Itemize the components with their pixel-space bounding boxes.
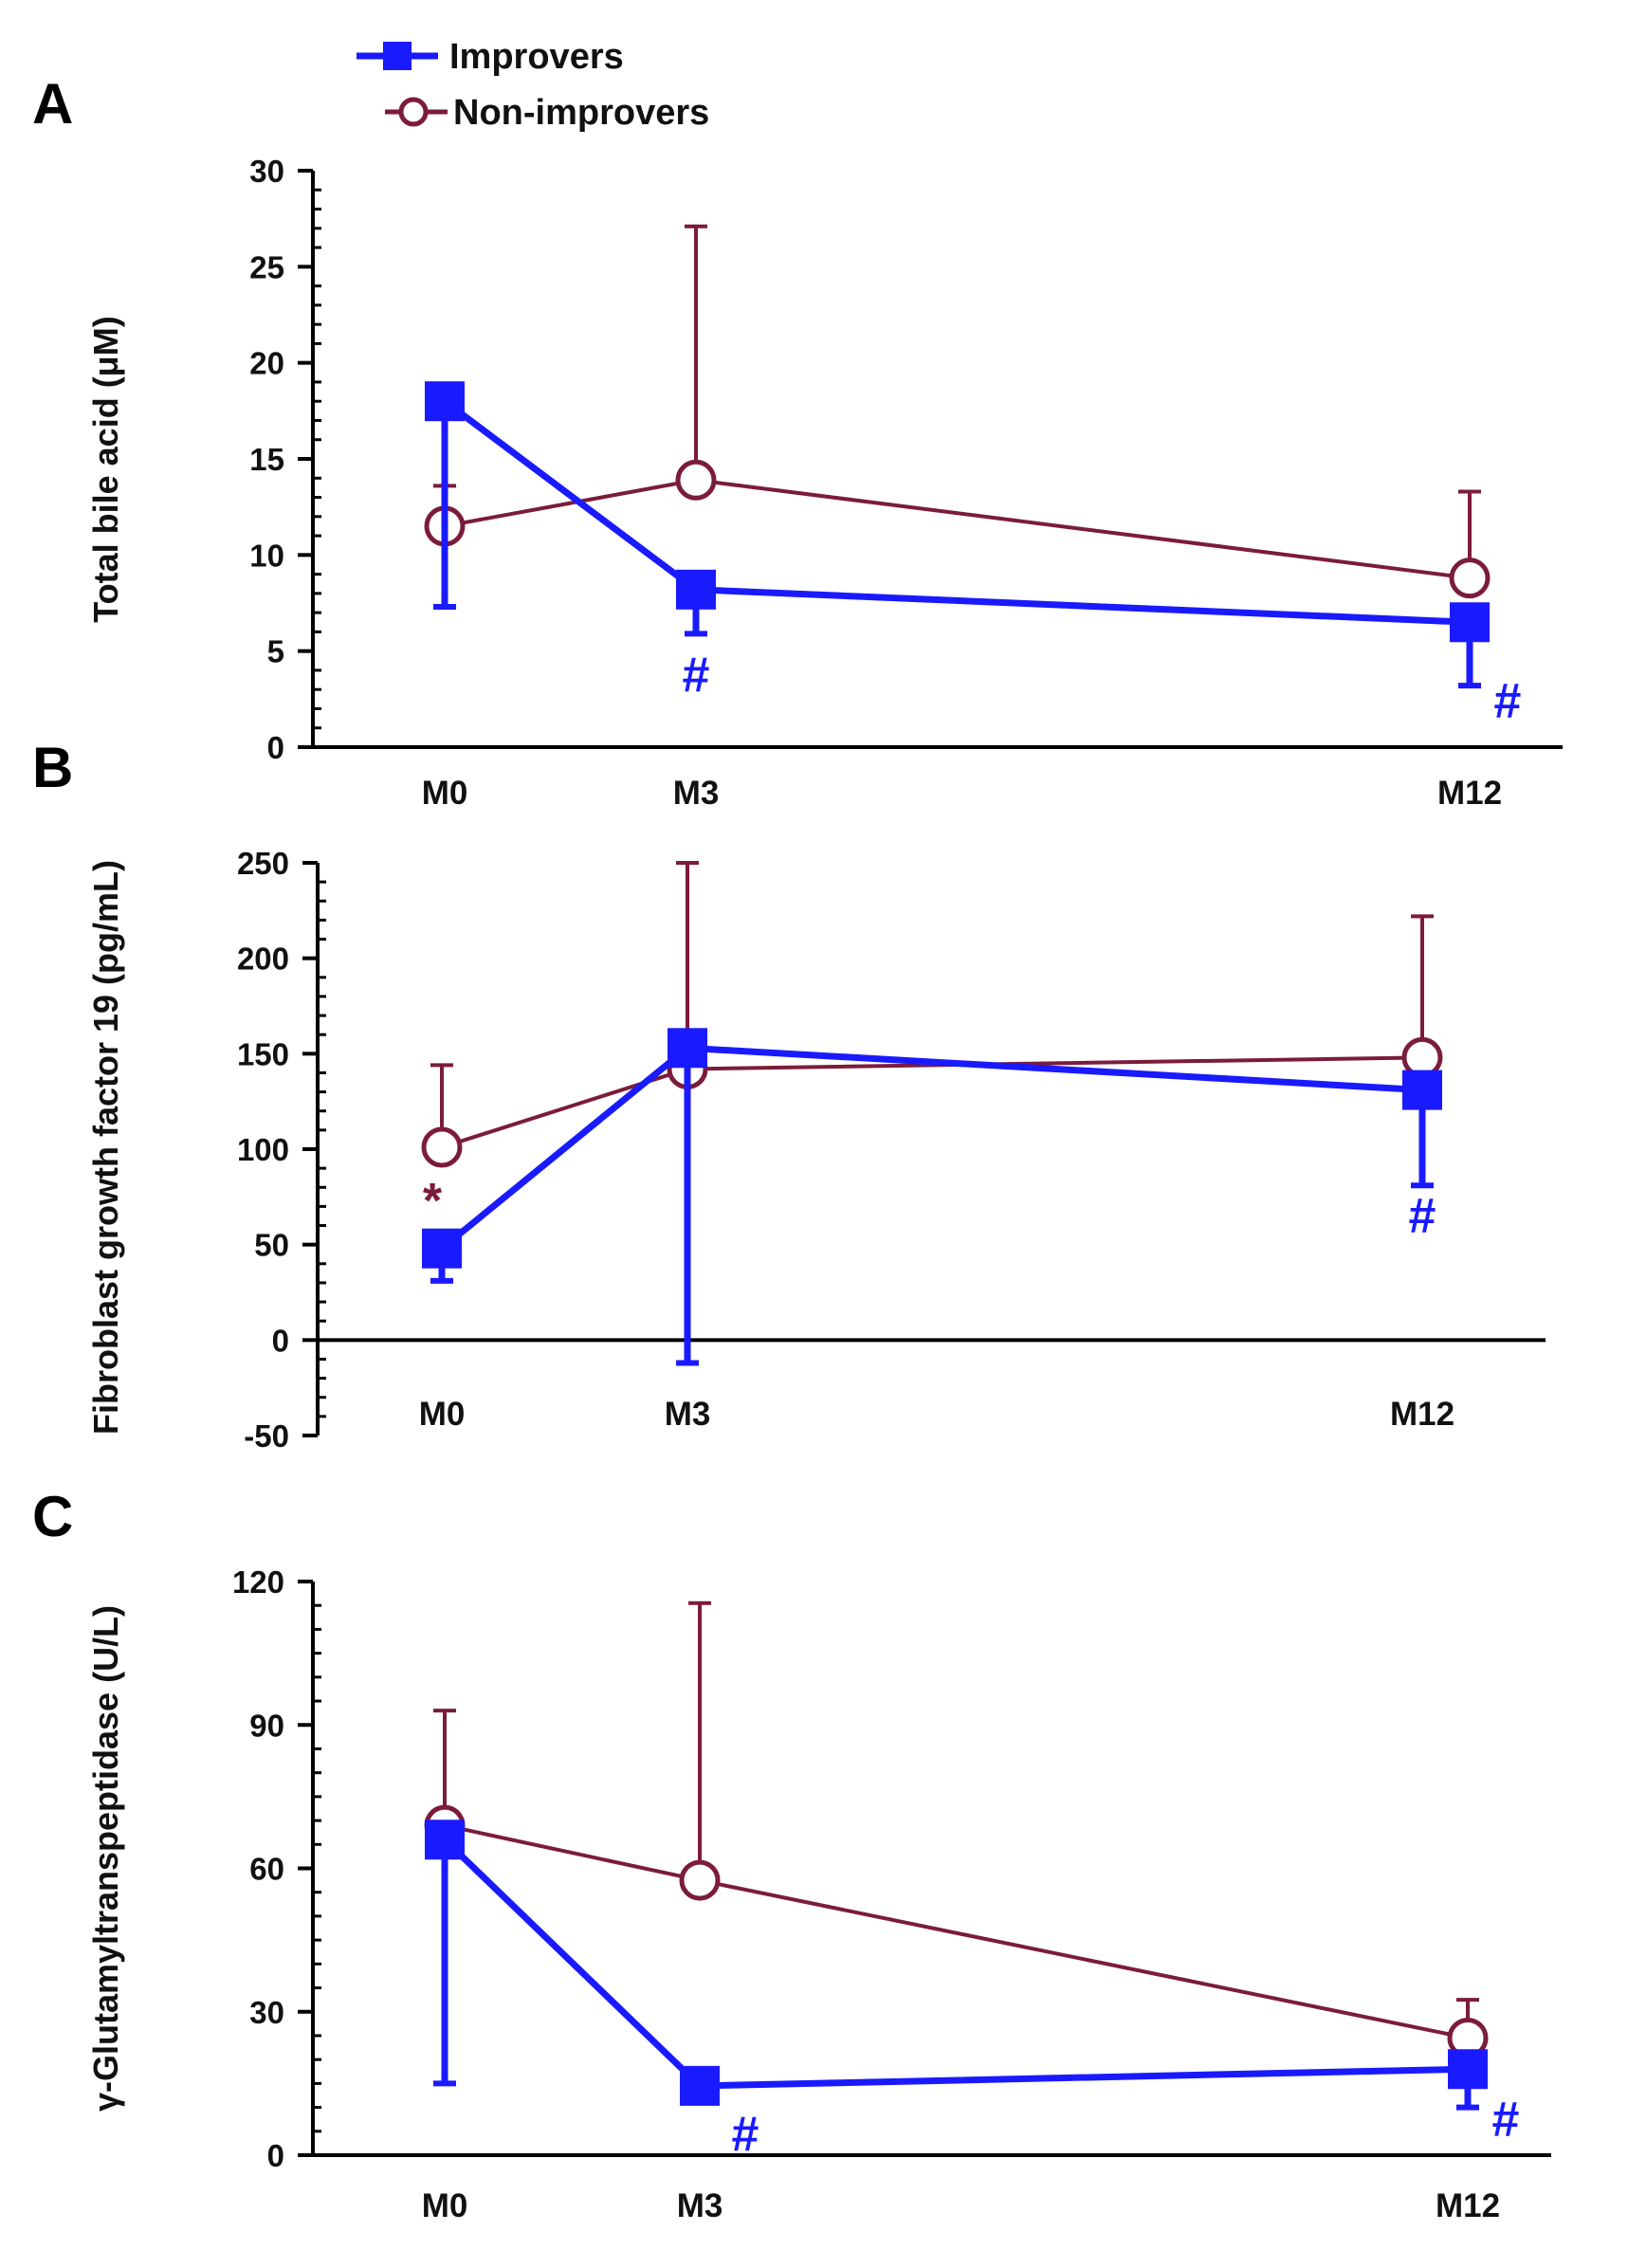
y-tick-label: 20 xyxy=(249,346,284,381)
y-tick-label: 0 xyxy=(267,730,284,765)
marker-non-improvers xyxy=(1449,558,1491,599)
legend-improvers-marker xyxy=(383,42,412,70)
series-improvers xyxy=(425,381,1490,689)
series-non-improvers xyxy=(424,1600,1489,2058)
series-improvers xyxy=(422,1028,1442,1366)
panel-c-y-axis-title: γ-Glutamyltranspeptidase (U/L) xyxy=(86,1605,125,2112)
x-tick-label-m3: M3 xyxy=(665,1396,711,1433)
x-tick-label-m0: M0 xyxy=(419,1396,466,1433)
series-non-improvers xyxy=(421,861,1443,1168)
legend-non-improvers-label: Non-improvers xyxy=(453,93,709,133)
marker-improvers xyxy=(676,569,716,610)
panel-a-total-bile-acid: Total bile acid (μM) 0 5 10 15 20 25 30 M0 M3 M12… xyxy=(86,154,1563,812)
marker-non-improvers xyxy=(679,1859,721,1901)
line-improvers xyxy=(442,1837,1469,2090)
series-improvers xyxy=(425,1820,1488,2111)
y-tick-label: 0 xyxy=(272,1323,289,1358)
x-tick-label-m0: M0 xyxy=(422,775,468,812)
x-tick-label-m12: M12 xyxy=(1390,1396,1454,1433)
annotation-hash: # xyxy=(1494,673,1522,728)
marker-improvers xyxy=(1402,1070,1442,1110)
marker-improvers xyxy=(425,381,465,422)
marker-improvers xyxy=(425,1820,465,1860)
panel-b-fgf19: Fibroblast growth factor 19 (pg/mL) -50 0… xyxy=(86,846,1546,1454)
y-tick-label: 25 xyxy=(249,249,284,284)
annotation-hash: # xyxy=(732,2107,759,2162)
marker-improvers xyxy=(668,1028,707,1069)
panel-letter-a: A xyxy=(32,72,73,136)
y-tick-label: 50 xyxy=(254,1228,289,1263)
annotation-asterisk: * xyxy=(423,1174,443,1229)
legend-improvers-label: Improvers xyxy=(449,37,624,77)
x-tick-label-m0: M0 xyxy=(422,2187,468,2224)
line-improvers xyxy=(439,1044,1423,1252)
marker-improvers xyxy=(680,2065,720,2106)
panel-letter-c: C xyxy=(32,1485,73,1548)
series-non-improvers xyxy=(424,224,1491,599)
y-tick-label: 250 xyxy=(237,846,289,881)
line-non-improvers xyxy=(444,478,1471,580)
x-tick-label-m12: M12 xyxy=(1437,775,1502,812)
line-non-improvers xyxy=(441,1055,1423,1149)
x-tick-label-m12: M12 xyxy=(1436,2187,1500,2224)
y-tick-label: 150 xyxy=(237,1036,289,1071)
y-tick-label: 200 xyxy=(237,942,289,977)
y-tick-label: -50 xyxy=(244,1418,289,1454)
x-tick-label-m3: M3 xyxy=(677,2187,723,2224)
y-tick-label: 5 xyxy=(267,634,284,669)
y-tick-label: 30 xyxy=(249,1995,284,2030)
marker-improvers xyxy=(1450,602,1490,643)
panel-c-ggt: γ-Glutamyltranspeptidase (U/L) 0 30 60 90 12… xyxy=(86,1564,1551,2224)
annotation-hash: # xyxy=(1409,1189,1436,1244)
y-tick-label: 90 xyxy=(249,1708,284,1743)
y-tick-label: 0 xyxy=(267,2138,284,2173)
panel-b-y-axis-title: Fibroblast growth factor 19 (pg/mL) xyxy=(86,860,125,1435)
legend: Improvers Non-improvers xyxy=(357,37,709,133)
marker-non-improvers xyxy=(675,459,717,501)
panel-letter-b: B xyxy=(32,736,73,799)
legend-non-improvers-marker xyxy=(398,97,429,127)
y-tick-label: 60 xyxy=(249,1852,284,1887)
y-tick-label: 100 xyxy=(237,1132,289,1167)
y-tick-label: 10 xyxy=(249,538,284,573)
marker-non-improvers xyxy=(421,1126,463,1168)
line-non-improvers xyxy=(444,1823,1469,2040)
x-tick-label-m3: M3 xyxy=(673,775,720,812)
y-tick-label: 15 xyxy=(249,442,284,477)
annotation-hash: # xyxy=(1492,2092,1520,2147)
annotation-hash: # xyxy=(683,648,710,703)
panel-a-y-axis-title: Total bile acid (μM) xyxy=(86,316,125,622)
y-tick-label: 120 xyxy=(232,1564,284,1600)
marker-improvers xyxy=(1448,2049,1488,2090)
y-tick-label: 30 xyxy=(249,154,284,189)
marker-improvers xyxy=(422,1228,462,1269)
